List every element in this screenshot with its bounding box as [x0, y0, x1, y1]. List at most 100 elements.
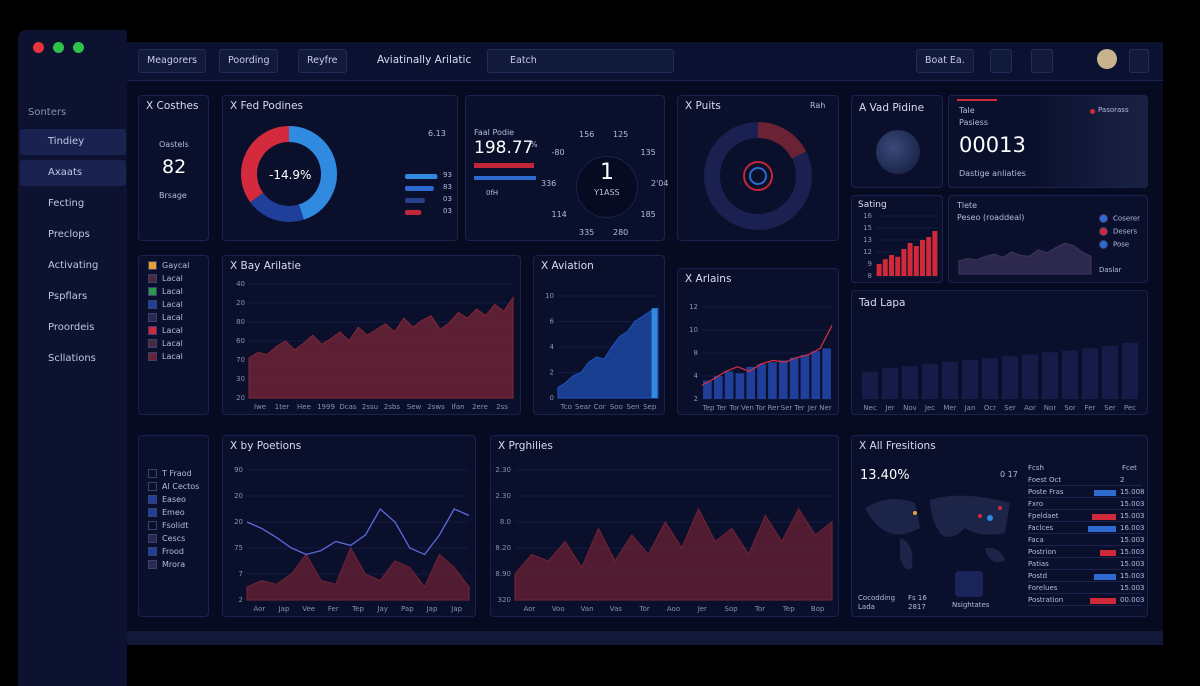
y-tick-label: 4: [550, 343, 555, 351]
bar: [901, 249, 907, 276]
bar: [1022, 354, 1038, 399]
ring-arc: [757, 121, 807, 160]
tab[interactable]: Reyfre: [298, 49, 347, 73]
avatar[interactable]: [1097, 49, 1117, 69]
nav-item[interactable]: Fecting: [48, 198, 85, 209]
x-tick-label: Ser: [1004, 404, 1016, 412]
x-tick-label: Jap: [278, 605, 290, 613]
panel-title: Tlete: [957, 201, 978, 210]
accent: [957, 99, 997, 101]
x-tick-label: Soo: [610, 403, 623, 411]
dot: [1090, 109, 1095, 114]
label: 2817: [908, 603, 926, 611]
area: [248, 295, 514, 399]
bar: [913, 246, 919, 276]
x-tick-label: 2ere: [472, 403, 488, 411]
x-tick-label: Ter: [715, 404, 726, 412]
bar: [982, 358, 998, 399]
search[interactable]: Eatch: [487, 49, 674, 73]
dial-label: 2'04: [651, 179, 669, 188]
bar: [735, 373, 745, 399]
scrollbar[interactable]: [127, 631, 1163, 645]
nav-item[interactable]: Pspflars: [48, 291, 88, 302]
label: Pasorass: [1098, 106, 1129, 114]
bar: [1100, 550, 1116, 556]
bar: [926, 237, 932, 276]
x-tick-label: Nor: [1044, 404, 1057, 412]
nav-item[interactable]: Proordeis: [48, 322, 95, 333]
y-tick-label: 90: [234, 466, 243, 474]
legend: 0fH: [486, 189, 499, 197]
x-tick-label: Rer: [768, 404, 780, 412]
maximize[interactable]: [73, 42, 84, 53]
label: Dastige anliaties: [959, 169, 1026, 178]
x-tick-label: Bop: [811, 605, 825, 613]
minimize[interactable]: [53, 42, 64, 53]
label: Fs 16: [908, 594, 927, 602]
table-cell: 2: [1120, 476, 1125, 484]
legend-item: Cescs: [148, 534, 185, 543]
label: Lada: [858, 603, 875, 611]
bar: [882, 259, 888, 276]
legend-label: Cescs: [162, 534, 186, 543]
dial-label: 335: [579, 228, 595, 238]
dot: [987, 515, 993, 521]
y-tick-label: 2.30: [495, 466, 511, 474]
dial-label: 280: [612, 228, 629, 238]
y-tick-label: 8.0: [500, 518, 511, 526]
table-cell: Poste Fras: [1028, 488, 1064, 496]
x-tick-label: Pap: [401, 605, 414, 613]
bar: [1090, 598, 1116, 604]
legend-label: T Fraod: [162, 469, 192, 478]
label: Oastels: [159, 140, 189, 149]
row-line: [1028, 605, 1142, 606]
nav-item[interactable]: Axaats: [20, 160, 126, 186]
bar: [1094, 574, 1116, 580]
x-tick-label: Sor: [1064, 404, 1076, 412]
x-tick-label: Sen: [626, 403, 639, 411]
table-cell: Foest Oct: [1028, 476, 1062, 484]
x-tick-label: Sear: [575, 403, 591, 411]
y-tick-label: 7: [239, 570, 243, 578]
y-tick-label: 13: [863, 236, 872, 244]
bar: [474, 163, 534, 168]
legend-label: Lacal: [162, 313, 183, 322]
area: [514, 507, 833, 601]
row-line: [1028, 497, 1142, 498]
icon-button[interactable]: [990, 49, 1012, 73]
y-tick-label: 16: [863, 212, 872, 220]
bar: [405, 186, 434, 191]
chart: 90 20 20 75 7 2 Aor Jap Vee Fer Tep Jay Pap Jap Jap: [234, 466, 470, 613]
table-cell: 15.003: [1120, 500, 1145, 508]
nav-item[interactable]: Preclops: [48, 229, 90, 240]
x-tick-label: Tor: [639, 605, 650, 613]
close[interactable]: [33, 42, 44, 53]
bar: [1092, 514, 1116, 520]
bar: [907, 243, 913, 276]
chart: 40 20 80 60 70 30 20 Iwe 1ter Hee 1999 Dcas 2ssu 2sbs…: [236, 280, 514, 411]
bar: [789, 357, 799, 399]
nav-item[interactable]: Scllations: [48, 353, 96, 364]
legend-label: Lacal: [162, 352, 183, 361]
bar: [889, 255, 894, 276]
legend-label: Emeo: [162, 508, 185, 517]
tab[interactable]: Meagorers: [138, 49, 207, 73]
panel: Sating 16 15 13 12 9 8: [851, 195, 943, 283]
x-tick-label: Aoo: [667, 605, 680, 613]
panel-title: X Arlains: [685, 273, 732, 285]
nav-item[interactable]: Activating: [48, 260, 99, 271]
value: 82: [162, 156, 187, 178]
row-line: [1028, 485, 1142, 486]
button[interactable]: Boat Ea.: [916, 49, 974, 73]
y-tick-label: 20: [236, 299, 245, 307]
nav-item[interactable]: Tindiey: [20, 129, 126, 155]
bar: [1002, 356, 1018, 399]
tab[interactable]: Poording: [219, 49, 279, 73]
unit: %: [530, 140, 538, 149]
menu[interactable]: [1129, 49, 1149, 73]
label: Tale: [959, 106, 975, 115]
swatch: [148, 560, 157, 569]
x-tick-label: Sop: [725, 605, 739, 613]
icon-button[interactable]: [1031, 49, 1053, 73]
area: [557, 307, 659, 399]
